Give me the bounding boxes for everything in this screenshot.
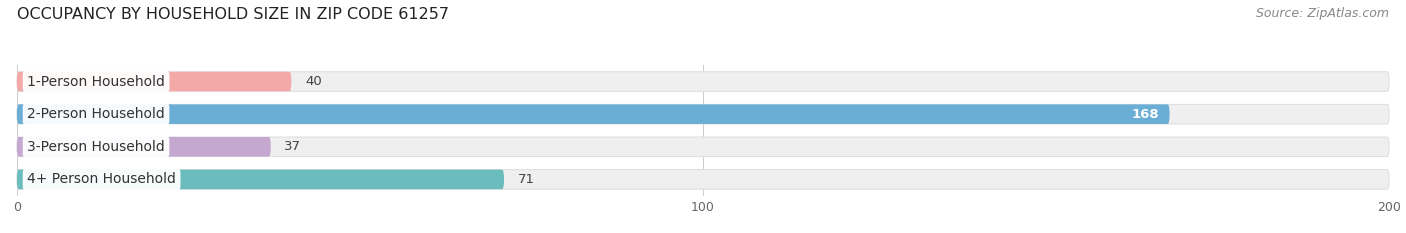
FancyBboxPatch shape [17, 137, 271, 157]
Text: 71: 71 [517, 173, 534, 186]
Text: 2-Person Household: 2-Person Household [27, 107, 165, 121]
Text: 4+ Person Household: 4+ Person Household [27, 172, 176, 186]
FancyBboxPatch shape [17, 170, 1389, 189]
FancyBboxPatch shape [17, 104, 1170, 124]
FancyBboxPatch shape [17, 170, 503, 189]
FancyBboxPatch shape [17, 72, 1389, 91]
Text: 168: 168 [1132, 108, 1160, 121]
FancyBboxPatch shape [17, 104, 1389, 124]
FancyBboxPatch shape [17, 137, 1389, 157]
Text: OCCUPANCY BY HOUSEHOLD SIZE IN ZIP CODE 61257: OCCUPANCY BY HOUSEHOLD SIZE IN ZIP CODE … [17, 7, 449, 22]
FancyBboxPatch shape [17, 72, 291, 91]
Text: 1-Person Household: 1-Person Household [27, 75, 165, 89]
Text: Source: ZipAtlas.com: Source: ZipAtlas.com [1256, 7, 1389, 20]
Text: 40: 40 [305, 75, 322, 88]
Text: 3-Person Household: 3-Person Household [27, 140, 165, 154]
Text: 37: 37 [284, 140, 301, 153]
